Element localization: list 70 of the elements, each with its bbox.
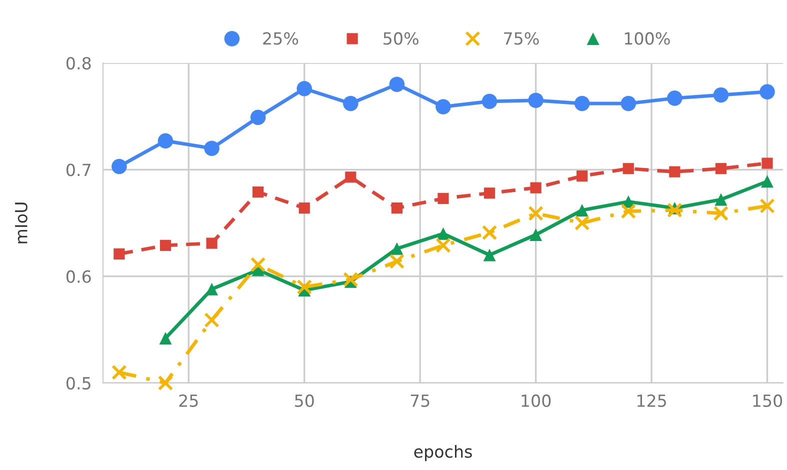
- point: [667, 90, 682, 106]
- y-tick-label: 0.8: [66, 56, 91, 70]
- x-tick-label: 125: [637, 394, 666, 408]
- point: [762, 158, 773, 169]
- point: [343, 96, 358, 112]
- point: [250, 110, 266, 126]
- point: [160, 240, 172, 251]
- point: [114, 248, 125, 260]
- point: [760, 198, 775, 214]
- point: [620, 96, 636, 112]
- x-tick-label: 25: [179, 394, 198, 408]
- point: [484, 188, 496, 199]
- x-tick-label: 75: [410, 394, 430, 408]
- point: [530, 182, 542, 194]
- point: [576, 170, 588, 182]
- point: [436, 227, 450, 240]
- y-tick-label: 0.7: [66, 164, 90, 176]
- point: [715, 163, 727, 174]
- point: [204, 312, 220, 328]
- x-tick-label: 100: [522, 394, 551, 408]
- point: [389, 76, 405, 92]
- point: [206, 282, 218, 296]
- point: [436, 238, 451, 254]
- legend-label: 25%: [263, 32, 298, 45]
- point: [158, 133, 174, 149]
- legend-label: 50%: [384, 32, 418, 45]
- point: [343, 272, 358, 288]
- point: [667, 202, 682, 218]
- legend-label: 100%: [624, 32, 670, 45]
- point: [296, 279, 312, 295]
- point: [528, 92, 544, 108]
- point: [206, 238, 218, 249]
- point: [204, 140, 220, 156]
- point: [436, 99, 451, 114]
- point: [622, 163, 634, 174]
- point: [761, 175, 774, 188]
- legend-label: 75%: [504, 32, 539, 45]
- point: [713, 87, 729, 103]
- point: [574, 215, 590, 231]
- point: [112, 158, 127, 174]
- point: [252, 186, 264, 198]
- point: [576, 204, 588, 216]
- point: [574, 96, 590, 112]
- point: [620, 204, 636, 219]
- point: [112, 364, 127, 380]
- x-axis-title: epochs: [414, 444, 472, 462]
- point: [296, 80, 312, 96]
- point: [482, 94, 498, 110]
- point: [438, 192, 449, 204]
- point: [250, 256, 266, 272]
- point: [159, 332, 172, 344]
- x-tick-label: 150: [753, 394, 782, 408]
- y-axis-title: mIoU: [15, 202, 28, 244]
- point: [482, 224, 498, 240]
- point: [528, 206, 544, 222]
- point: [389, 254, 405, 270]
- y-tick-label: 0.6: [66, 270, 91, 283]
- point: [158, 375, 174, 391]
- point: [345, 172, 356, 183]
- point: [391, 202, 402, 214]
- point: [298, 202, 310, 214]
- point: [530, 228, 542, 241]
- point: [390, 242, 404, 255]
- point: [483, 248, 496, 262]
- x-tick-label: 50: [295, 394, 314, 408]
- point: [714, 193, 728, 206]
- point: [669, 166, 680, 178]
- point: [713, 206, 729, 222]
- point: [760, 84, 775, 100]
- y-tick-label: 0.5: [66, 376, 90, 390]
